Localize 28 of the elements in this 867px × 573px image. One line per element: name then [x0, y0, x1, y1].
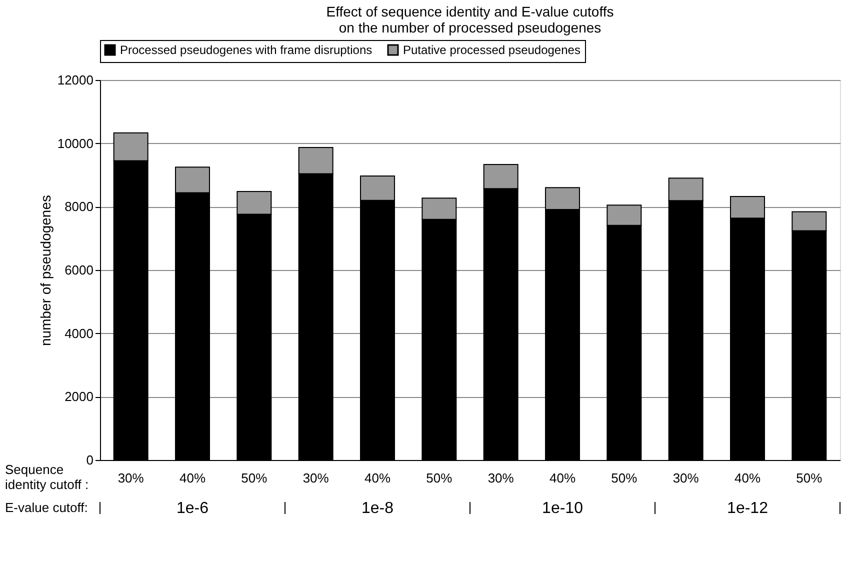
y-tick-label: 0 [86, 452, 94, 468]
chart-title: Effect of sequence identity and E-value cutoffs on the number of processed pseudogenes [326, 4, 614, 36]
x-tick-label: 40% [734, 470, 761, 486]
x-tick-label: 30% [118, 470, 144, 486]
text: 1e-10 [542, 500, 584, 517]
y-tick-label: 8000 [64, 199, 94, 214]
text: E-value cutoff: [5, 500, 88, 515]
x-tick-label: 40% [179, 470, 206, 486]
text: 1e-6 [176, 500, 209, 517]
text: 1e-8 [361, 500, 394, 517]
y-tick-label: 12000 [57, 72, 94, 88]
x-tick-label: 50% [426, 470, 453, 486]
x-tick-label: 50% [611, 470, 638, 486]
y-tick-label: 6000 [64, 262, 94, 278]
y-axis-title: number of pseudogenes [37, 195, 54, 346]
legend-label: Processed pseudogenes with frame disruptions [120, 43, 372, 57]
x-tick-label: 40% [364, 470, 391, 486]
legend-label: Putative processed pseudogenes [403, 43, 580, 57]
text: 1e-12 [727, 500, 768, 517]
y-tick-label: 10000 [57, 136, 94, 151]
x-tick-label: 50% [241, 470, 268, 486]
x-tick-label: 30% [488, 470, 514, 486]
y-tick-label: 2000 [64, 389, 94, 404]
y-tick-label: 4000 [64, 326, 94, 341]
x-tick-label: 40% [549, 470, 576, 486]
x-tick-label: 30% [302, 470, 330, 486]
x-tick-label: 30% [672, 470, 700, 486]
x-tick-label: 50% [796, 470, 823, 486]
